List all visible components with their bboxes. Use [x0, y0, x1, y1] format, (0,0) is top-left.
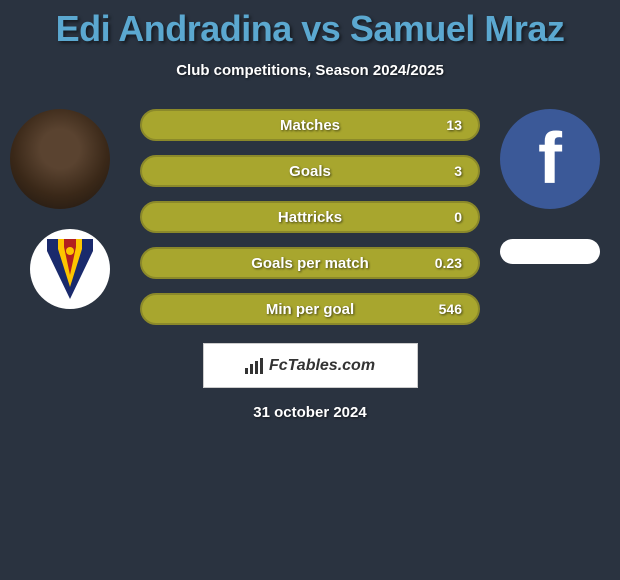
content-area: Matches 13 Goals 3 Hattricks 0 Goals per… [0, 109, 620, 325]
stat-value: 0.23 [435, 255, 462, 271]
fctables-logo[interactable]: FcTables.com [203, 343, 418, 388]
stats-bars: Matches 13 Goals 3 Hattricks 0 Goals per… [140, 109, 480, 325]
club-pennant-icon [47, 239, 93, 299]
left-avatar-column [10, 109, 110, 309]
stat-bar: Goals 3 [140, 155, 480, 187]
stat-bar: Hattricks 0 [140, 201, 480, 233]
stat-label: Goals [289, 163, 331, 180]
subtitle: Club competitions, Season 2024/2025 [0, 62, 620, 79]
facebook-icon[interactable]: f [500, 109, 600, 209]
stat-value: 13 [446, 117, 462, 133]
chart-icon [245, 358, 265, 374]
stat-bar: Matches 13 [140, 109, 480, 141]
stat-value: 546 [439, 301, 462, 317]
stat-label: Goals per match [251, 255, 369, 272]
player1-photo [10, 109, 110, 209]
comparison-title: Edi Andradina vs Samuel Mraz [0, 0, 620, 50]
stat-label: Min per goal [266, 301, 354, 318]
player2-club-badge [500, 239, 600, 264]
right-avatar-column: f [500, 109, 600, 264]
stat-label: Hattricks [278, 209, 342, 226]
stat-value: 3 [454, 163, 462, 179]
stat-bar: Goals per match 0.23 [140, 247, 480, 279]
player1-club-badge [30, 229, 110, 309]
stat-value: 0 [454, 209, 462, 225]
stat-label: Matches [280, 117, 340, 134]
logo-text: FcTables.com [269, 357, 375, 375]
stat-bar: Min per goal 546 [140, 293, 480, 325]
date-text: 31 october 2024 [0, 404, 620, 421]
